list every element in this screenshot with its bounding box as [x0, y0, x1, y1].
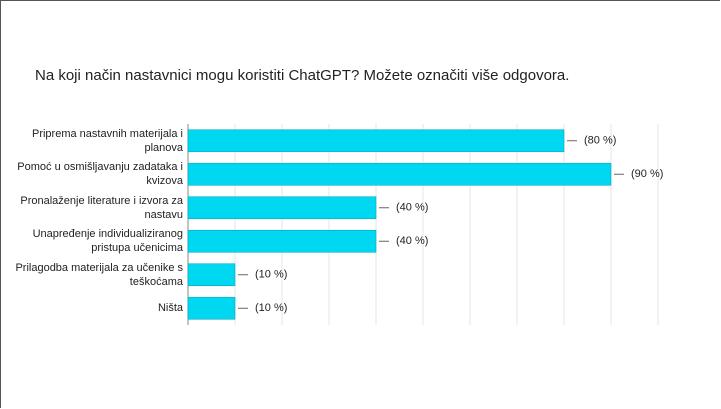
value-label: (10 %): [255, 302, 287, 314]
bar: [187, 263, 236, 287]
value-label: (10 %): [255, 269, 287, 281]
category-label: Ništa: [157, 302, 183, 315]
value-label: (40 %): [396, 235, 428, 247]
category-label: Priprema nastavnih materijala i planova: [31, 127, 183, 154]
value-label: (90 %): [631, 168, 663, 180]
bar: [187, 296, 236, 320]
bar: [187, 196, 377, 220]
chart-title: Na koji način nastavnici mogu koristiti …: [35, 67, 570, 84]
value-label: (40 %): [396, 202, 428, 214]
bar: [187, 229, 377, 253]
bar: [187, 162, 612, 186]
category-label: Pronalaženje literature i izvora za nast…: [20, 194, 183, 221]
category-label: Prilagodba materijala za učenike s teško…: [15, 261, 183, 288]
category-label: Unapređenje individualiziranog pristupa …: [32, 228, 183, 255]
bar: [187, 129, 565, 153]
category-label: Pomoć u osmišljavanju zadataka i kvizova: [17, 161, 183, 188]
value-label: (80 %): [584, 135, 616, 147]
